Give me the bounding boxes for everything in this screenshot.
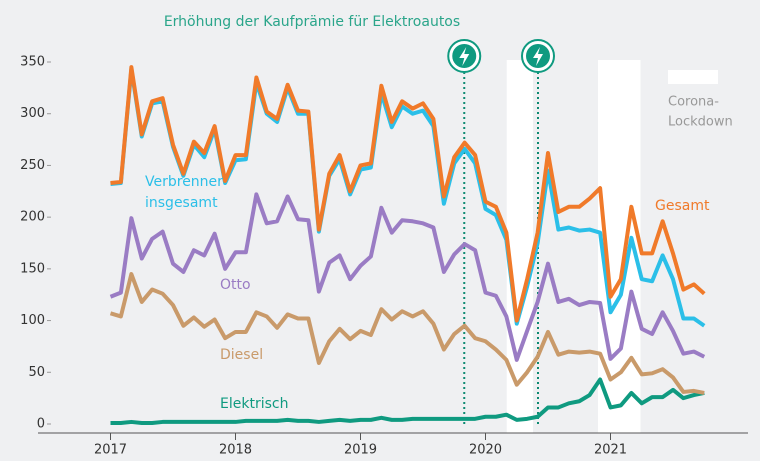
lightning [459, 47, 470, 66]
series-line [109, 192, 706, 362]
x-tick-label: 2018 [219, 443, 252, 458]
series-label: Diesel [220, 347, 263, 363]
x-tick-label: 2021 [594, 443, 627, 458]
series-line [110, 377, 705, 425]
series-label: Verbrenner [145, 174, 223, 190]
y-tick-label: 50 [28, 365, 45, 380]
series-label: Gesamt [655, 198, 710, 214]
y-tick-label: 100 [20, 313, 45, 328]
y-tick-label: 150 [20, 261, 45, 276]
y-tick-label: 0 [37, 417, 45, 432]
series-line [109, 272, 705, 395]
series-label: insgesamt [145, 195, 218, 211]
lockdown-band [506, 60, 533, 433]
series-label: Elektrisch [220, 396, 288, 412]
chart-title: Erhöhung der Kaufprämie für Elektroautos [164, 14, 460, 30]
legend-label: Corona- [668, 95, 719, 110]
y-tick-label: 300 [20, 106, 45, 121]
y-tick-label: 350 [20, 55, 45, 70]
x-tick-label: 2020 [469, 443, 502, 458]
series-label: Otto [220, 277, 251, 293]
y-tick-label: 250 [20, 158, 45, 173]
lightning [533, 47, 543, 66]
y-tick-label: 200 [20, 210, 45, 225]
series-line [110, 65, 706, 323]
legend-swatch [668, 70, 718, 84]
x-tick-label: 2019 [344, 443, 377, 458]
legend-label: Lockdown [668, 115, 733, 130]
x-tick-label: 2017 [94, 443, 127, 458]
